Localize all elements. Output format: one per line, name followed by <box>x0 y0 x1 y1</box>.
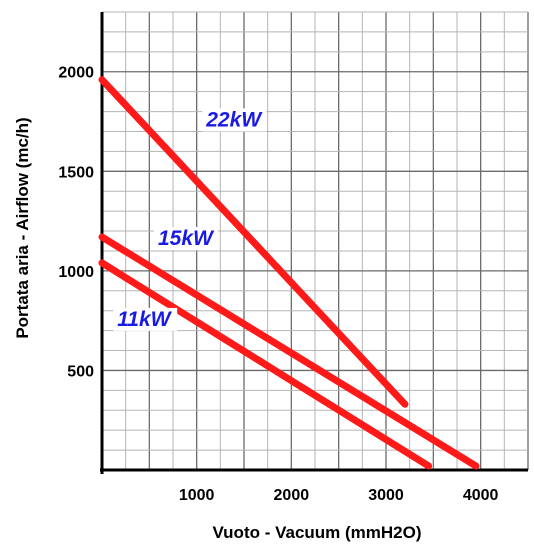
series-line-1 <box>98 233 480 470</box>
series-label-0: 22kW <box>205 108 263 131</box>
series-label-1: 15kW <box>158 227 215 250</box>
ticks: 1000 2000 3000 4000 500 1000 1500 2000 <box>58 65 498 504</box>
y-axis-title: Portata aria - Airflow (mc/h) <box>13 117 32 338</box>
series-label-background <box>202 108 267 132</box>
x-tick-label: 1000 <box>179 487 215 504</box>
y-tick-label: 500 <box>67 363 94 380</box>
y-tick-label: 1500 <box>58 164 94 181</box>
series-lines <box>98 76 480 470</box>
y-tick-label: 2000 <box>58 65 94 82</box>
y-tick-label: 1000 <box>58 264 94 281</box>
grid <box>102 11 529 470</box>
x-tick-label: 3000 <box>368 487 404 504</box>
series-label-background <box>153 227 218 251</box>
series-label-2: 11kW <box>117 308 172 331</box>
axes <box>100 12 528 474</box>
series-line-2 <box>98 259 433 470</box>
series-label-background <box>113 307 178 331</box>
series-line-0 <box>98 76 409 408</box>
x-axis-title: Vuoto - Vacuum (mmH2O) <box>212 523 421 542</box>
x-tick-label: 4000 <box>463 487 499 504</box>
series-labels: 22kW 15kW 11kW <box>113 108 267 331</box>
x-tick-label: 2000 <box>274 487 310 504</box>
